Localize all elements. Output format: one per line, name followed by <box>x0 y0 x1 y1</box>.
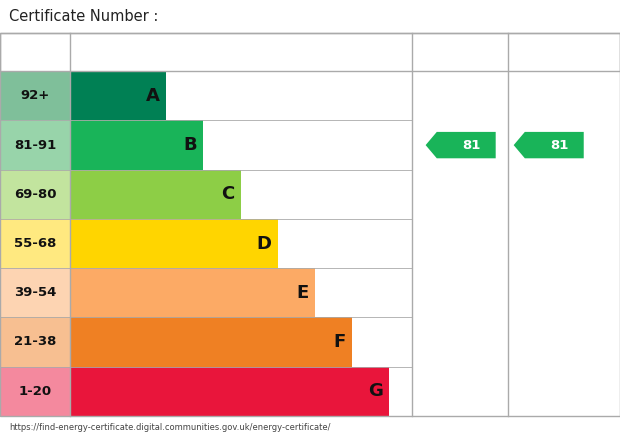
Polygon shape <box>513 132 584 158</box>
Text: A: A <box>146 87 160 105</box>
Bar <box>70 317 352 367</box>
Bar <box>70 367 389 416</box>
Text: Current: Current <box>436 45 496 59</box>
Bar <box>0 367 70 416</box>
Text: 21-38: 21-38 <box>14 335 56 348</box>
Bar <box>0 219 70 268</box>
Bar <box>0 317 70 367</box>
Bar <box>0 33 620 416</box>
Text: 69-80: 69-80 <box>14 188 56 201</box>
Bar <box>70 268 315 317</box>
Bar <box>0 170 70 219</box>
Text: G: G <box>368 382 383 400</box>
Text: 81: 81 <box>551 139 569 152</box>
Text: https://find-energy-certificate.digital.communities.gov.uk/energy-certificate/: https://find-energy-certificate.digital.… <box>9 423 331 433</box>
Text: Certificate Number :: Certificate Number : <box>9 9 159 24</box>
Bar <box>0 121 70 170</box>
Text: 55-68: 55-68 <box>14 237 56 250</box>
Text: C: C <box>221 185 234 203</box>
Text: 92+: 92+ <box>20 89 50 103</box>
Text: 39-54: 39-54 <box>14 286 56 299</box>
Bar <box>70 121 203 170</box>
Text: F: F <box>334 333 346 351</box>
Bar <box>70 170 241 219</box>
Bar <box>0 268 70 317</box>
Bar <box>70 219 278 268</box>
Text: Score: Score <box>13 45 57 59</box>
Bar <box>0 33 620 71</box>
Text: 81: 81 <box>463 139 481 152</box>
Text: Energy rating: Energy rating <box>76 45 183 59</box>
Text: 1-20: 1-20 <box>19 385 51 398</box>
Text: Potential: Potential <box>519 45 590 59</box>
Text: E: E <box>296 284 309 302</box>
Text: B: B <box>184 136 197 154</box>
Bar <box>0 71 70 121</box>
Text: D: D <box>257 235 272 253</box>
Text: 81-91: 81-91 <box>14 139 56 152</box>
Polygon shape <box>425 132 496 158</box>
Bar <box>70 71 166 121</box>
